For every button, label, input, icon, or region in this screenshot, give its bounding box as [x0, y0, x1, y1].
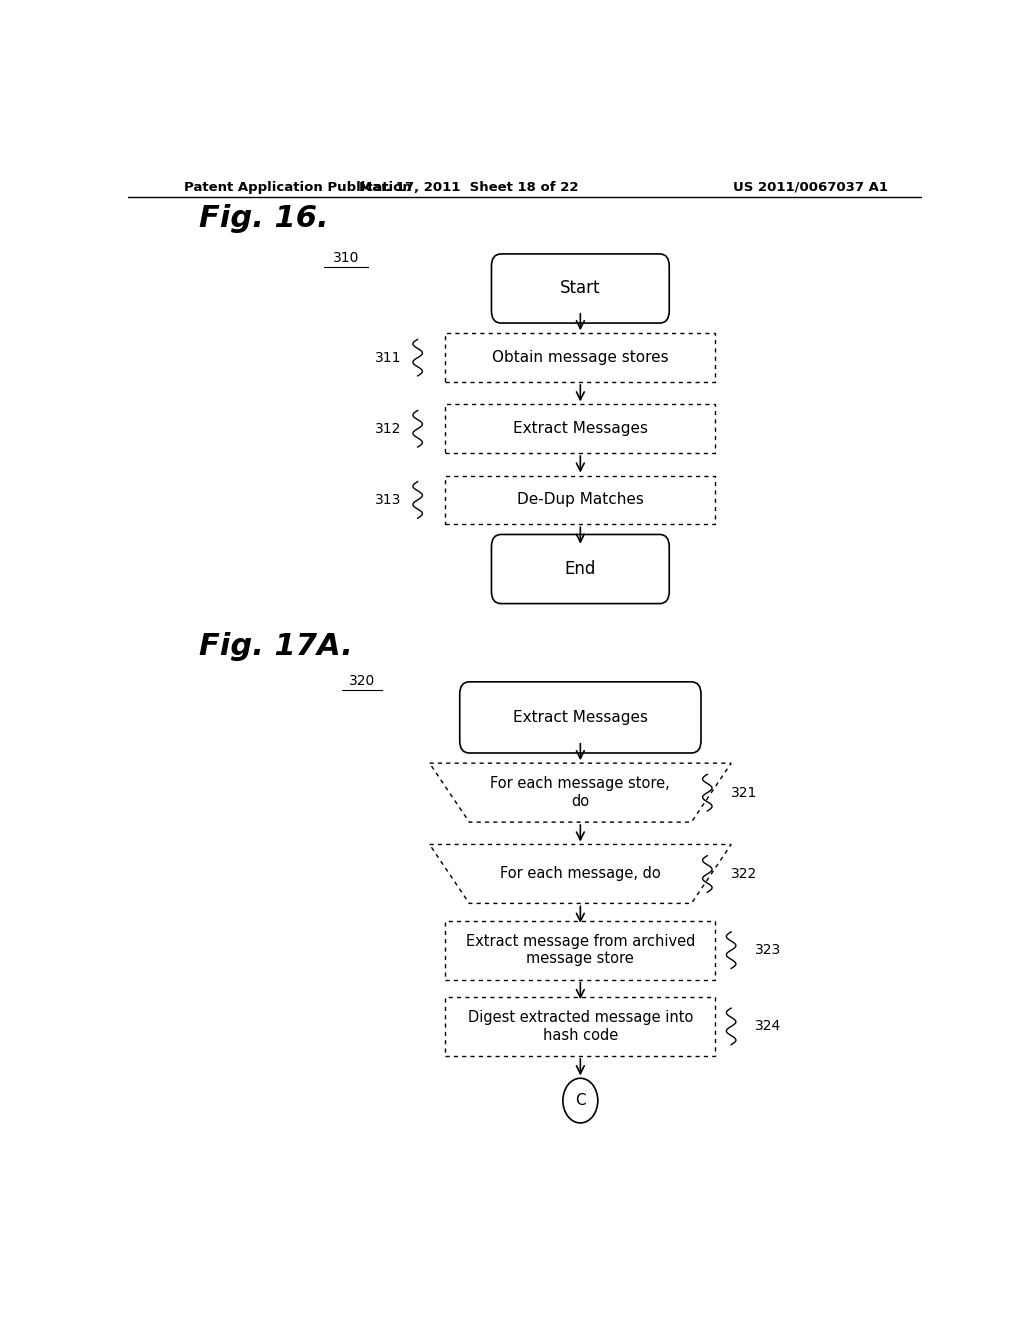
Text: De-Dup Matches: De-Dup Matches: [517, 492, 644, 507]
Text: Fig. 17A.: Fig. 17A.: [200, 632, 353, 661]
Text: 311: 311: [375, 351, 401, 364]
Text: Extract Messages: Extract Messages: [513, 421, 648, 437]
Bar: [445, 404, 715, 453]
Text: 310: 310: [333, 251, 359, 265]
FancyBboxPatch shape: [460, 682, 701, 752]
Text: For each message store,
do: For each message store, do: [490, 776, 671, 809]
Text: C: C: [575, 1093, 586, 1107]
Text: Mar. 17, 2011  Sheet 18 of 22: Mar. 17, 2011 Sheet 18 of 22: [359, 181, 579, 194]
Text: Fig. 16.: Fig. 16.: [200, 205, 329, 234]
Text: Digest extracted message into
hash code: Digest extracted message into hash code: [468, 1010, 693, 1043]
Text: Extract message from archived
message store: Extract message from archived message st…: [466, 935, 695, 966]
Bar: [445, 475, 715, 524]
Text: Start: Start: [560, 280, 601, 297]
Text: Patent Application Publication: Patent Application Publication: [183, 181, 412, 194]
Text: For each message, do: For each message, do: [500, 866, 660, 882]
FancyBboxPatch shape: [492, 253, 670, 323]
Circle shape: [563, 1078, 598, 1123]
Text: US 2011/0067037 A1: US 2011/0067037 A1: [733, 181, 888, 194]
Text: End: End: [564, 560, 596, 578]
Polygon shape: [430, 845, 731, 903]
FancyBboxPatch shape: [492, 535, 670, 603]
Text: 323: 323: [755, 944, 781, 957]
Text: Obtain message stores: Obtain message stores: [493, 350, 669, 366]
Text: 321: 321: [731, 785, 758, 800]
Text: Extract Messages: Extract Messages: [513, 710, 648, 725]
Text: 324: 324: [755, 1019, 781, 1034]
Bar: [445, 997, 715, 1056]
Bar: [445, 921, 715, 979]
Text: 313: 313: [376, 492, 401, 507]
Bar: [445, 333, 715, 381]
Text: 312: 312: [376, 422, 401, 436]
Text: 320: 320: [349, 675, 375, 688]
Text: 322: 322: [731, 867, 758, 880]
Polygon shape: [430, 763, 731, 822]
